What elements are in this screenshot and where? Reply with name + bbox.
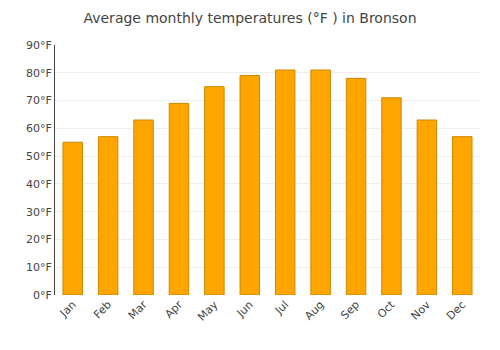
svg-text:50°F: 50°F: [26, 150, 52, 163]
svg-text:Mar: Mar: [126, 298, 150, 322]
svg-text:Nov: Nov: [409, 298, 434, 323]
svg-text:Aug: Aug: [302, 298, 326, 322]
svg-text:Sep: Sep: [338, 298, 362, 322]
svg-text:Jun: Jun: [234, 298, 256, 320]
svg-text:Dec: Dec: [444, 298, 468, 322]
svg-text:30°F: 30°F: [26, 206, 52, 219]
svg-text:20°F: 20°F: [26, 233, 52, 246]
svg-text:Apr: Apr: [162, 298, 185, 321]
svg-text:Oct: Oct: [375, 298, 398, 321]
svg-text:70°F: 70°F: [26, 94, 52, 107]
svg-text:Feb: Feb: [91, 298, 114, 321]
svg-text:10°F: 10°F: [26, 261, 52, 274]
svg-text:80°F: 80°F: [26, 67, 52, 80]
svg-text:0°F: 0°F: [33, 289, 52, 302]
svg-text:40°F: 40°F: [26, 178, 52, 191]
svg-text:May: May: [195, 298, 221, 324]
svg-text:Jul: Jul: [272, 298, 291, 317]
svg-text:60°F: 60°F: [26, 122, 52, 135]
svg-text:90°F: 90°F: [26, 39, 52, 52]
svg-text:Average monthly temperatures (: Average monthly temperatures (°F ) in Br…: [83, 10, 416, 26]
svg-text:Jan: Jan: [57, 298, 79, 320]
